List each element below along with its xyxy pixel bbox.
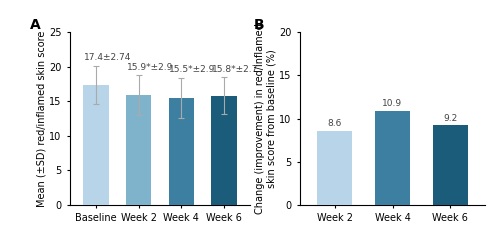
Bar [433,125,468,205]
Y-axis label: Mean (±SD) red/inflamed skin score: Mean (±SD) red/inflamed skin score [36,30,46,207]
Bar [83,85,108,205]
Bar [212,96,237,205]
Text: B: B [254,18,264,32]
Bar [318,131,352,205]
Text: 15.5*±2.9: 15.5*±2.9 [170,65,216,74]
Bar [168,98,194,205]
Text: 9.2: 9.2 [443,114,458,123]
Bar [126,95,152,205]
Text: A: A [30,18,41,32]
Text: 15.9*±2.9: 15.9*±2.9 [126,62,173,72]
Bar [375,111,410,205]
Text: 8.6: 8.6 [328,119,342,128]
Y-axis label: Change (improvement) in red/inflamed
skin score from baseline (%): Change (improvement) in red/inflamed ski… [255,23,276,214]
Text: 10.9: 10.9 [382,99,402,108]
Text: 17.4±2.74: 17.4±2.74 [84,53,131,62]
Text: 15.8*±2.7: 15.8*±2.7 [212,65,258,74]
